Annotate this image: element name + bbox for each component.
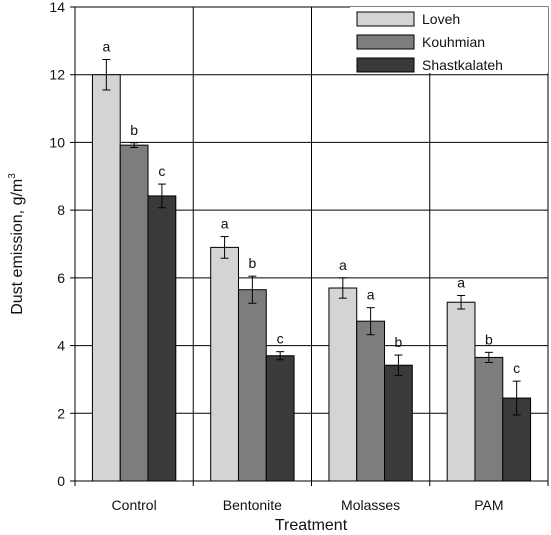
bar <box>147 195 177 482</box>
legend-swatch <box>356 11 415 27</box>
x-category-label: Molasses <box>341 497 400 513</box>
significance-label: a <box>457 274 465 290</box>
bar <box>265 355 295 482</box>
x-axis-title: Treatment <box>275 517 348 534</box>
legend-swatch <box>356 57 415 73</box>
significance-label: a <box>339 257 347 273</box>
significance-label: c <box>158 163 165 179</box>
y-axis: 0 2 4 6 8 10 12 14 <box>49 0 75 489</box>
significance-label: a <box>221 216 229 232</box>
x-category-label: Control <box>112 497 157 513</box>
bar <box>356 320 386 482</box>
legend-label: Shastkalateh <box>422 57 503 73</box>
y-tick-label: 12 <box>49 67 65 83</box>
significance-label: c <box>277 331 284 347</box>
bar <box>474 356 504 482</box>
bar <box>91 74 121 482</box>
legend-label: Loveh <box>422 11 460 27</box>
y-tick-label: 0 <box>57 473 65 489</box>
significance-label: b <box>395 334 403 350</box>
legend-label: Kouhmian <box>422 34 485 50</box>
bar <box>446 301 476 482</box>
y-tick-label: 4 <box>57 338 65 354</box>
x-category-label: Bentonite <box>223 497 282 513</box>
bar <box>210 246 239 482</box>
significance-label: b <box>130 122 138 138</box>
y-tick-label: 6 <box>57 270 65 286</box>
bar <box>119 144 149 482</box>
significance-label: a <box>102 38 110 54</box>
y-tick-label: 2 <box>57 405 65 421</box>
y-tick-label: 14 <box>49 0 65 15</box>
significance-label: b <box>485 331 493 347</box>
bar <box>328 287 358 482</box>
bars: a b c a b c a a b a b c <box>91 38 532 482</box>
x-axis: Control Bentonite Molasses PAM <box>74 481 549 513</box>
y-tick-label: 10 <box>49 134 65 150</box>
y-axis-title: Dust emission, g/m3 <box>7 173 26 315</box>
y-axis-title-main: Dust emission, g/m <box>9 179 26 315</box>
bar <box>384 364 413 482</box>
y-tick-label: 8 <box>57 202 65 218</box>
legend: Loveh Kouhmian Shastkalateh <box>350 7 548 73</box>
x-category-label: PAM <box>474 497 503 513</box>
significance-label: c <box>513 360 520 376</box>
significance-label: b <box>248 255 256 271</box>
legend-swatch <box>356 34 415 50</box>
significance-label: a <box>367 287 375 303</box>
bar <box>237 289 267 482</box>
y-axis-title-sup: 3 <box>7 173 18 179</box>
